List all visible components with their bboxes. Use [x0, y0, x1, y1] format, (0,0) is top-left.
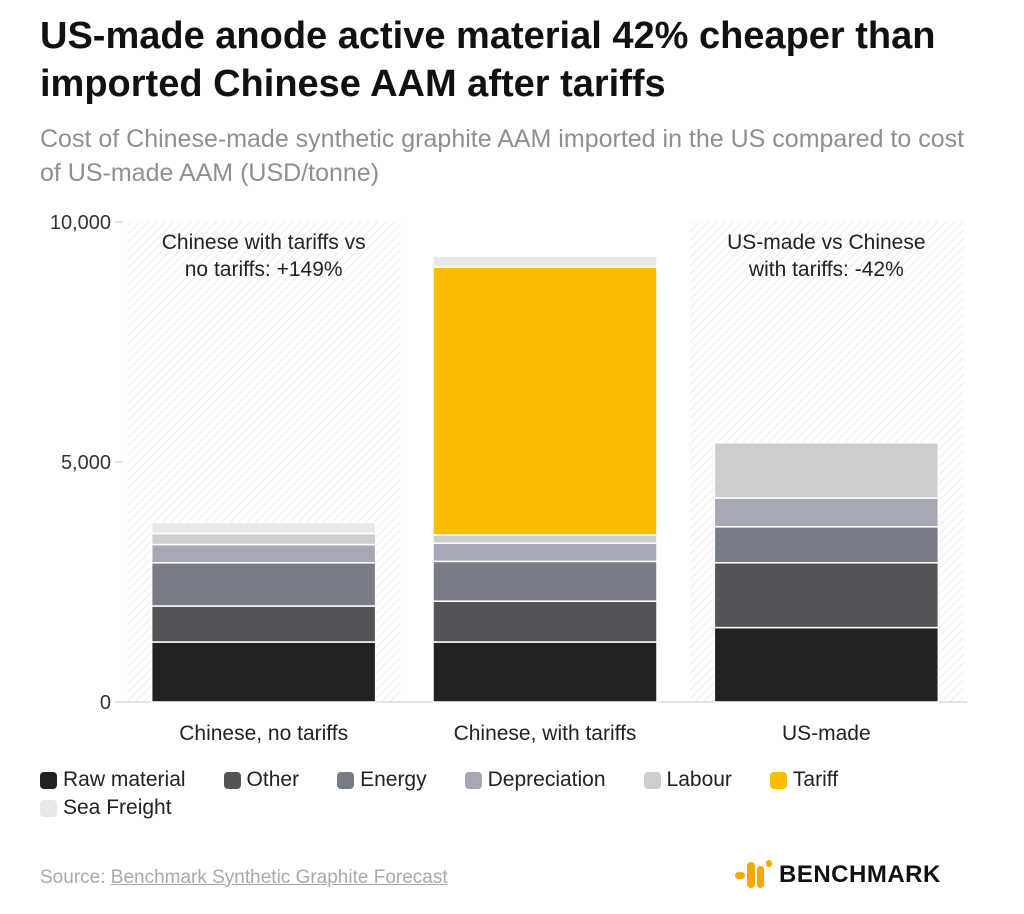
legend-item-other: Other	[223, 768, 300, 792]
source-prefix: Source:	[40, 867, 111, 888]
bar-segment-labour	[432, 534, 658, 544]
annotation-text: no tariffs: +149%	[185, 258, 343, 281]
legend-swatch	[223, 771, 241, 789]
legend-swatch	[643, 771, 661, 789]
bar-segment-energy	[432, 560, 658, 602]
bar-segment-labour	[150, 532, 377, 546]
legend-label: Depreciation	[487, 768, 606, 791]
legend-item-labour: Labour	[643, 768, 732, 792]
legend-label: Labour	[666, 768, 732, 791]
legend: Raw material Other Energy Depreciation Labou…	[40, 768, 980, 820]
legend-label: Other	[246, 768, 300, 791]
stacked-bar-chart: 0 5,000 10,000 Chinese, no tariffs Chinese, …	[50, 212, 967, 745]
bar-segment-depreciation	[432, 542, 658, 563]
bar-segment-raw-material	[432, 641, 658, 703]
bar-segment-raw-material	[150, 641, 377, 703]
legend-label: Energy	[360, 768, 427, 791]
legend-item-raw-material: Raw material	[40, 768, 186, 792]
chart-subtitle: Cost of Chinese-made synthetic graphite …	[40, 125, 965, 187]
annotation-text: US-made vs Chinese	[727, 231, 925, 254]
source-note: Source: Benchmark Synthetic Graphite For…	[40, 867, 448, 889]
legend-swatch	[769, 771, 787, 789]
legend-label: Sea Freight	[63, 796, 172, 819]
legend-item-sea-freight: Sea Freight	[40, 796, 172, 820]
bar-segment-other	[432, 600, 658, 643]
source-link[interactable]: Benchmark Synthetic Graphite Forecast	[110, 867, 448, 888]
y-tick-label: 5,000	[61, 452, 111, 474]
bar-segment-sea-freight	[150, 521, 377, 535]
bar-segment-energy	[713, 526, 940, 564]
bar-segment-tariff	[432, 266, 658, 536]
x-tick-label: US-made	[782, 722, 871, 745]
bar-segment-other	[150, 605, 377, 643]
legend-item-energy: Energy	[337, 768, 427, 792]
benchmark-logo-text: BENCHMARK	[779, 861, 941, 888]
legend-swatch	[40, 799, 57, 817]
legend-swatch	[40, 771, 57, 789]
legend-label: Raw material	[63, 768, 186, 791]
legend-swatch	[464, 771, 482, 789]
annotation-text: with tariffs: -42%	[748, 258, 904, 281]
bar-segment-other	[713, 562, 940, 629]
bar-segment-sea-freight	[432, 255, 658, 268]
benchmark-logo: BENCHMARK	[733, 858, 941, 892]
y-tick-label: 0	[100, 692, 111, 714]
legend-item-tariff: Tariff	[769, 768, 839, 792]
x-tick-label: Chinese, with tariffs	[454, 722, 637, 745]
bar-segment-labour	[713, 442, 940, 499]
x-tick-label: Chinese, no tariffs	[179, 722, 348, 745]
y-tick-label: 10,000	[50, 212, 111, 234]
bar-segment-energy	[150, 562, 377, 607]
bar-segment-depreciation	[150, 543, 377, 564]
chart-title: US-made anode active material 42% cheape…	[40, 15, 936, 105]
annotation-text: Chinese with tariffs vs	[162, 231, 366, 254]
bar-segment-depreciation	[713, 497, 940, 528]
legend-item-depreciation: Depreciation	[464, 768, 606, 792]
bar-segment-raw-material	[713, 626, 940, 703]
legend-label: Tariff	[792, 768, 839, 791]
legend-swatch	[337, 771, 355, 789]
benchmark-logo-icon	[735, 860, 772, 888]
